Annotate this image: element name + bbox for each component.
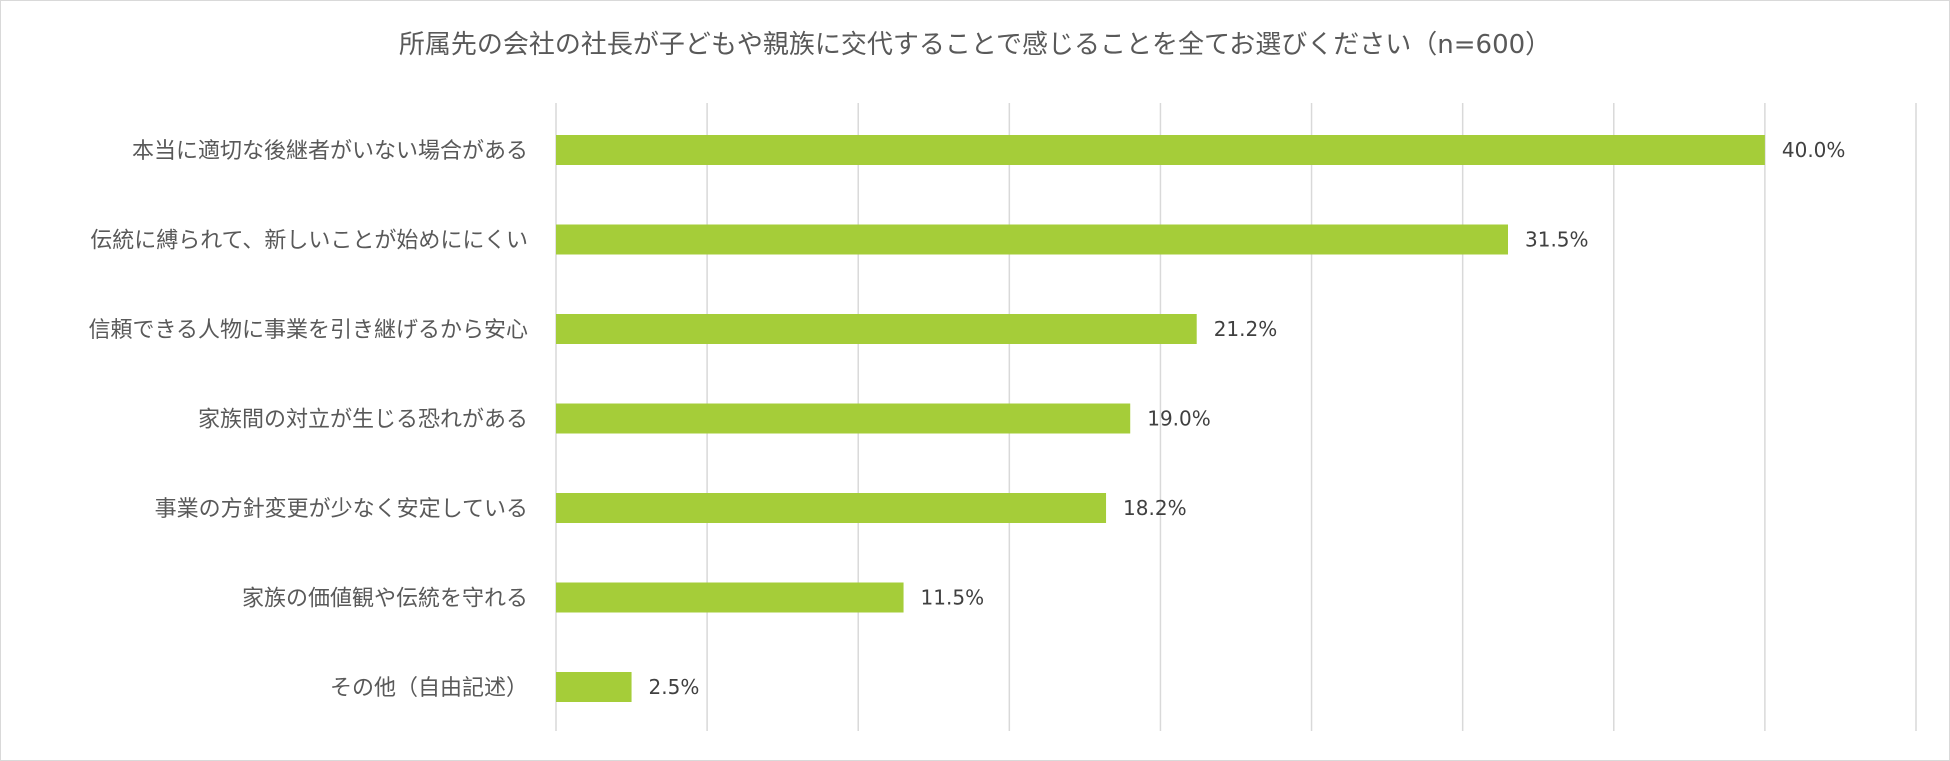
- value-labels: 40.0% 31.5% 21.2% 19.0% 18.2% 11.5% 2.5%: [649, 138, 1846, 699]
- category-label: 家族間の対立が生じる恐れがある: [198, 408, 528, 433]
- bar: [556, 493, 1107, 523]
- value-label: 19.0%: [1147, 407, 1211, 431]
- bar: [556, 314, 1197, 344]
- bar: [556, 135, 1765, 165]
- chart-title: 所属先の会社の社長が子どもや親族に交代することで感じることを全てお選びください（…: [398, 30, 1552, 60]
- value-label: 11.5%: [921, 586, 985, 610]
- value-label: 21.2%: [1214, 317, 1278, 341]
- bar: [556, 582, 904, 613]
- category-labels: 本当に適切な後継者がいない場合がある伝統に縛られて、新しいことが始めににくい信頼…: [88, 139, 528, 701]
- value-label: 18.2%: [1123, 496, 1187, 520]
- bars: [556, 135, 1765, 702]
- category-label: 事業の方針変更が少なく安定している: [155, 497, 528, 522]
- category-label: 信頼できる人物に事業を引き継げるから安心: [88, 318, 528, 343]
- bar: [556, 672, 632, 702]
- category-label: 伝統に縛られて、新しいことが始めににくい: [90, 229, 528, 254]
- value-label: 31.5%: [1525, 228, 1589, 252]
- value-label: 40.0%: [1782, 138, 1846, 162]
- value-label: 2.5%: [649, 675, 700, 699]
- bar: [556, 224, 1508, 255]
- category-label: その他（自由記述）: [330, 676, 528, 701]
- category-label: 家族の価値観や伝統を守れる: [242, 587, 528, 612]
- category-label: 本当に適切な後継者がいない場合がある: [132, 139, 528, 164]
- bar: [556, 403, 1131, 434]
